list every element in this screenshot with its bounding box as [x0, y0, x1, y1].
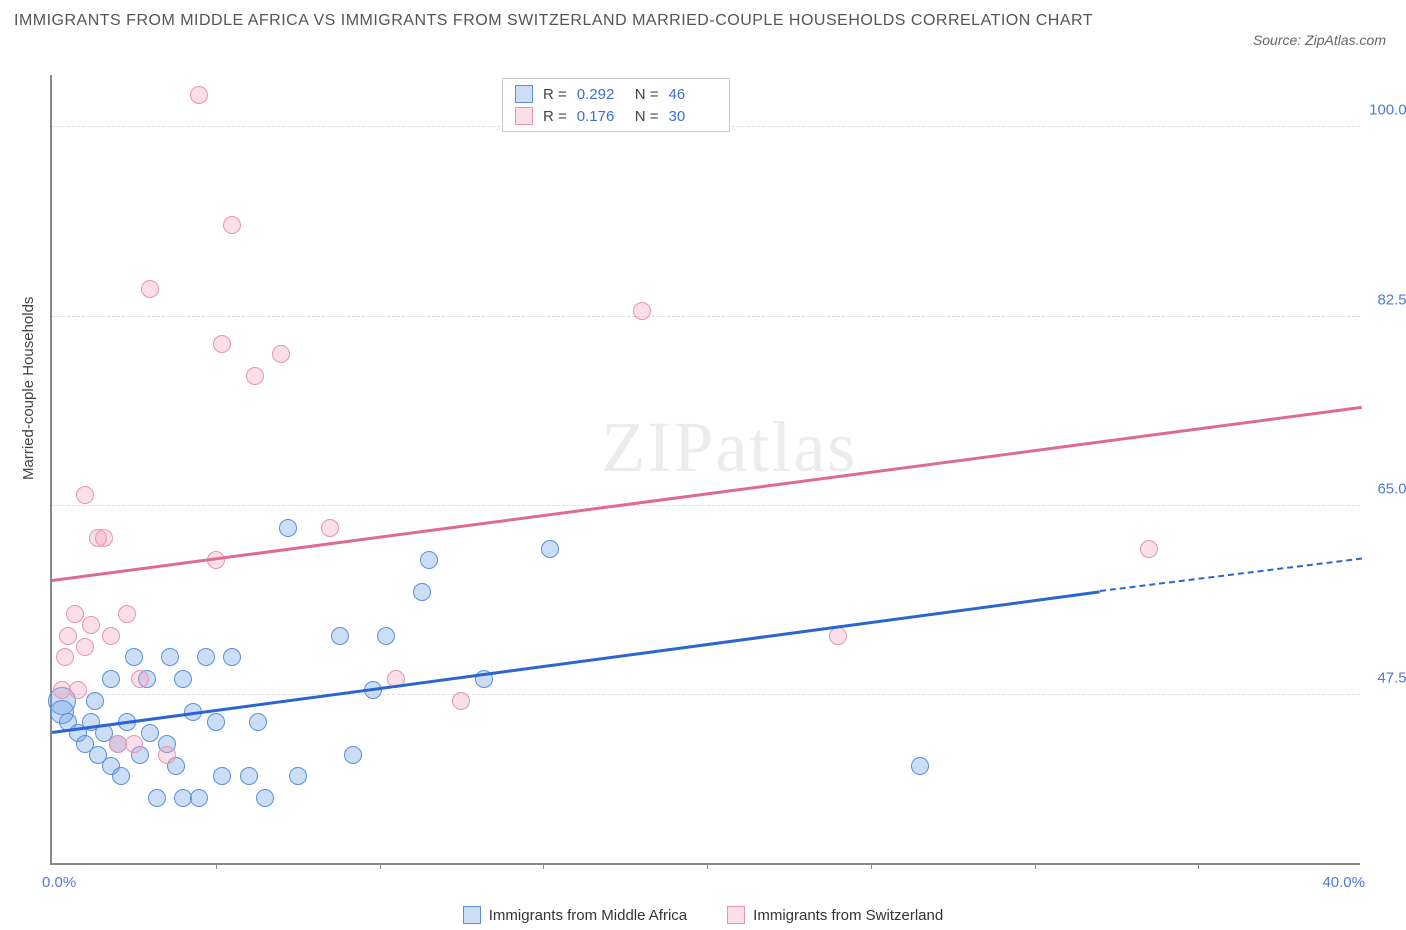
data-point — [911, 757, 929, 775]
data-point — [272, 345, 290, 363]
data-point — [289, 767, 307, 785]
gridline — [52, 316, 1360, 317]
data-point — [190, 86, 208, 104]
y-tick-label: 47.5% — [1377, 670, 1406, 687]
data-point — [331, 627, 349, 645]
data-point — [377, 627, 395, 645]
x-tick-mark — [380, 863, 381, 869]
data-point — [633, 302, 651, 320]
data-point — [246, 367, 264, 385]
data-point — [53, 681, 71, 699]
data-point — [102, 670, 120, 688]
data-point — [66, 605, 84, 623]
x-tick-min: 0.0% — [42, 874, 76, 891]
y-tick-label: 65.0% — [1377, 480, 1406, 497]
gridline — [52, 694, 1360, 695]
x-tick-mark — [1198, 863, 1199, 869]
scatter-plot-area: ZIPatlas 47.5%65.0%82.5%100.0%0.0%40.0%R… — [50, 75, 1360, 865]
gridline — [52, 505, 1360, 506]
source-attribution: Source: ZipAtlas.com — [1253, 32, 1386, 48]
data-point — [158, 746, 176, 764]
data-point — [112, 767, 130, 785]
data-point — [223, 216, 241, 234]
legend-swatch — [515, 85, 533, 103]
data-point — [541, 540, 559, 558]
data-point — [141, 280, 159, 298]
data-point — [141, 724, 159, 742]
data-point — [223, 648, 241, 666]
chart-title: IMMIGRANTS FROM MIDDLE AFRICA VS IMMIGRA… — [14, 10, 1093, 32]
data-point — [125, 735, 143, 753]
data-point — [190, 789, 208, 807]
data-point — [76, 486, 94, 504]
stat-n-value: 30 — [669, 108, 717, 125]
x-tick-mark — [216, 863, 217, 869]
data-point — [413, 583, 431, 601]
data-point — [197, 648, 215, 666]
x-tick-mark — [1035, 863, 1036, 869]
data-point — [420, 551, 438, 569]
data-point — [174, 789, 192, 807]
legend-swatch — [727, 906, 745, 924]
data-point — [95, 529, 113, 547]
data-point — [256, 789, 274, 807]
series-legend: Immigrants from Middle Africa Immigrants … — [0, 906, 1406, 924]
data-point — [86, 692, 104, 710]
data-point — [279, 519, 297, 537]
stat-n-label: N = — [635, 86, 659, 103]
trend-line — [1100, 558, 1362, 592]
data-point — [213, 335, 231, 353]
data-point — [82, 616, 100, 634]
data-point — [249, 713, 267, 731]
legend-item: Immigrants from Middle Africa — [463, 906, 687, 924]
stat-n-value: 46 — [669, 86, 717, 103]
data-point — [118, 605, 136, 623]
legend-label: Immigrants from Switzerland — [753, 907, 943, 924]
x-tick-mark — [871, 863, 872, 869]
data-point — [321, 519, 339, 537]
y-tick-label: 100.0% — [1369, 102, 1406, 119]
data-point — [109, 735, 127, 753]
stat-r-value: 0.176 — [577, 108, 625, 125]
data-point — [69, 681, 87, 699]
data-point — [102, 627, 120, 645]
data-point — [59, 627, 77, 645]
data-point — [148, 789, 166, 807]
legend-label: Immigrants from Middle Africa — [489, 907, 687, 924]
stats-legend: R = 0.292 N = 46 R = 0.176 N = 30 — [502, 78, 730, 132]
data-point — [76, 638, 94, 656]
data-point — [161, 648, 179, 666]
legend-item: Immigrants from Switzerland — [727, 906, 943, 924]
x-tick-max: 40.0% — [1322, 874, 1365, 891]
x-tick-mark — [707, 863, 708, 869]
data-point — [207, 713, 225, 731]
y-axis-label: Married-couple Households — [20, 297, 37, 480]
data-point — [829, 627, 847, 645]
data-point — [240, 767, 258, 785]
data-point — [174, 670, 192, 688]
data-point — [131, 670, 149, 688]
data-point — [213, 767, 231, 785]
data-point — [125, 648, 143, 666]
legend-swatch — [515, 107, 533, 125]
data-point — [452, 692, 470, 710]
x-tick-mark — [543, 863, 544, 869]
data-point — [344, 746, 362, 764]
legend-swatch — [463, 906, 481, 924]
stat-n-label: N = — [635, 108, 659, 125]
stats-legend-row: R = 0.292 N = 46 — [515, 85, 717, 103]
trend-line — [52, 406, 1362, 582]
y-tick-label: 82.5% — [1377, 291, 1406, 308]
data-point — [1140, 540, 1158, 558]
stat-r-label: R = — [543, 86, 567, 103]
stat-r-label: R = — [543, 108, 567, 125]
stat-r-value: 0.292 — [577, 86, 625, 103]
stats-legend-row: R = 0.176 N = 30 — [515, 107, 717, 125]
data-point — [56, 648, 74, 666]
